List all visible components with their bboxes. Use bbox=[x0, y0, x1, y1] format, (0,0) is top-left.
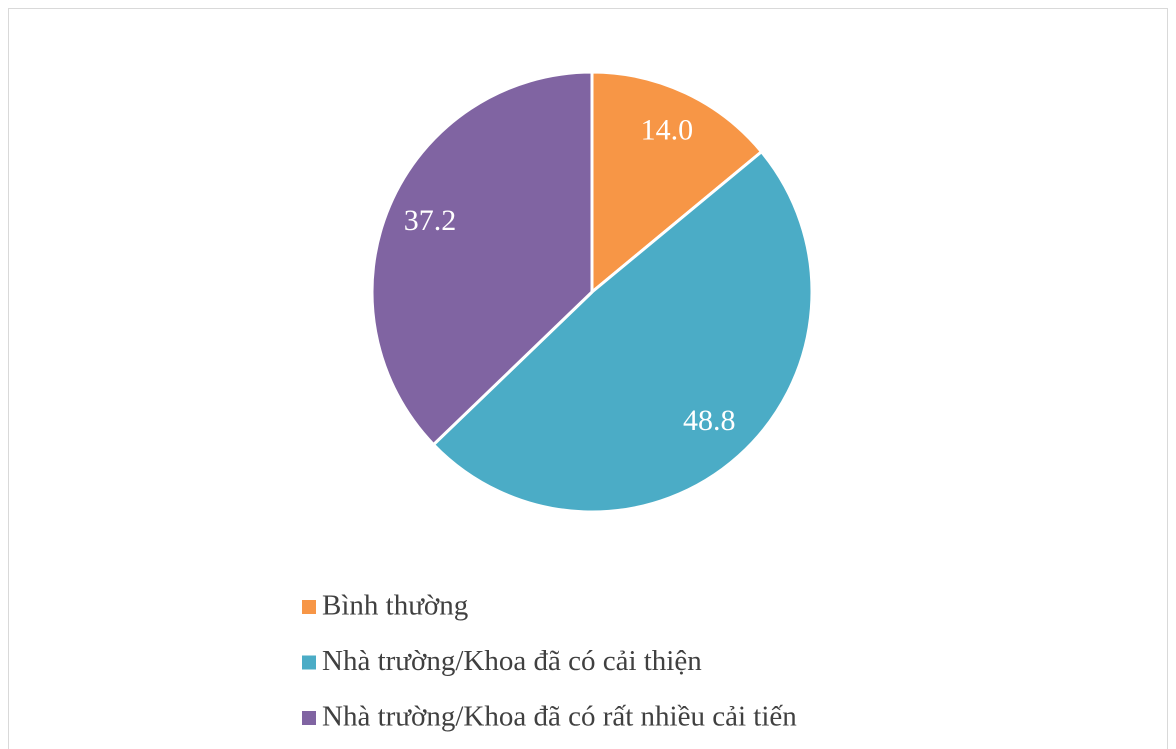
pie-slice bbox=[431, 149, 814, 514]
legend-swatch bbox=[302, 711, 316, 725]
pie-slice bbox=[590, 70, 764, 296]
legend-label: Nhà trường/Khoa đã có rất nhiều cải tiến bbox=[322, 701, 797, 733]
data-label: 37.2 bbox=[404, 204, 457, 237]
data-label: 14.0 bbox=[641, 114, 694, 147]
pie-slice bbox=[370, 70, 594, 447]
legend-swatch bbox=[302, 655, 316, 670]
legend-label: Nhà trường/Khoa đã có cải thiện bbox=[322, 645, 702, 677]
legend-label: Bình thường bbox=[322, 590, 468, 622]
legend-swatch bbox=[302, 600, 316, 614]
data-label: 48.8 bbox=[683, 404, 736, 437]
